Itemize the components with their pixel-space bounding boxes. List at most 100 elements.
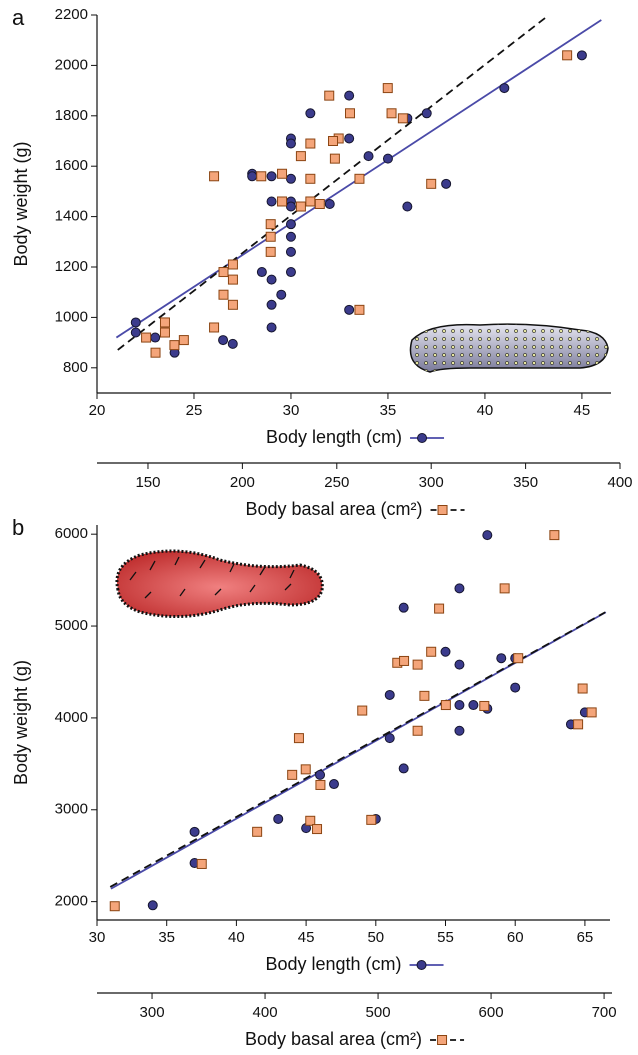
square-marker bbox=[287, 769, 298, 780]
y-tick-label: 1800 bbox=[55, 107, 88, 124]
circle-marker bbox=[344, 304, 355, 315]
square-marker bbox=[227, 259, 238, 270]
square-marker bbox=[178, 335, 189, 346]
square-marker bbox=[549, 530, 560, 541]
circle-marker bbox=[285, 138, 296, 149]
x2-tick-label: 500 bbox=[366, 1004, 391, 1021]
square-marker bbox=[305, 138, 316, 149]
y-tick-label: 6000 bbox=[55, 525, 88, 542]
square-marker bbox=[586, 707, 597, 718]
y-tick-label: 2000 bbox=[55, 893, 88, 910]
y-tick-label: 1000 bbox=[55, 308, 88, 325]
square-marker bbox=[293, 733, 304, 744]
square-marker bbox=[399, 655, 410, 666]
x-tick-label: 35 bbox=[158, 929, 175, 946]
x-tick-label: 50 bbox=[367, 929, 384, 946]
square-marker bbox=[109, 901, 120, 912]
square-marker bbox=[227, 299, 238, 310]
circle-marker bbox=[266, 322, 277, 333]
circle-marker bbox=[227, 338, 238, 349]
circle-marker bbox=[510, 682, 521, 693]
square-marker bbox=[366, 814, 377, 825]
x-tick-label: 55 bbox=[437, 929, 454, 946]
circle-marker bbox=[285, 173, 296, 184]
circle-marker bbox=[402, 201, 413, 212]
x-axis-title: Body basal area (cm²) bbox=[245, 1029, 422, 1049]
x-tick-label: 35 bbox=[380, 402, 397, 419]
x-axis-title: Body length (cm) bbox=[265, 954, 401, 974]
circle-marker bbox=[421, 108, 432, 119]
circle-marker bbox=[130, 317, 141, 328]
square-marker bbox=[141, 332, 152, 343]
circle-marker bbox=[398, 602, 409, 613]
circle-marker bbox=[398, 763, 409, 774]
square-marker bbox=[329, 153, 340, 164]
square-marker bbox=[434, 603, 445, 614]
circle-marker bbox=[266, 274, 277, 285]
square-marker bbox=[354, 173, 365, 184]
square-marker bbox=[440, 700, 451, 711]
circle-marker bbox=[440, 646, 451, 657]
y-tick-label: 800 bbox=[63, 359, 88, 376]
circle-marker bbox=[454, 583, 465, 594]
circle-marker bbox=[454, 725, 465, 736]
circle-marker bbox=[285, 267, 296, 278]
x2-tick-label: 400 bbox=[253, 1004, 278, 1021]
panel-label: b bbox=[12, 515, 24, 540]
circle-marker bbox=[344, 133, 355, 144]
circle-marker bbox=[266, 171, 277, 182]
circle-marker bbox=[285, 201, 296, 212]
square-marker bbox=[295, 151, 306, 162]
y-tick-label: 1600 bbox=[55, 157, 88, 174]
circle-marker bbox=[324, 199, 335, 209]
y-tick-label: 2200 bbox=[55, 6, 88, 23]
circle-marker bbox=[496, 653, 507, 664]
square-marker bbox=[479, 700, 490, 711]
x-axis-title: Body length (cm) bbox=[266, 427, 402, 447]
x-axis-title: Body basal area (cm²) bbox=[245, 499, 422, 519]
x2-tick-label: 250 bbox=[324, 474, 349, 491]
x-tick-label: 40 bbox=[477, 402, 494, 419]
square-marker bbox=[300, 764, 311, 775]
x2-tick-label: 300 bbox=[140, 1004, 165, 1021]
sea-cucumber-illustration-a bbox=[409, 323, 609, 373]
square-marker bbox=[577, 683, 588, 694]
square-marker bbox=[252, 826, 263, 837]
square-marker bbox=[328, 136, 339, 146]
circle-marker bbox=[382, 153, 393, 164]
x2-tick-label: 300 bbox=[419, 474, 444, 491]
square-marker bbox=[513, 653, 524, 664]
circle-marker bbox=[441, 178, 452, 189]
circle-marker bbox=[150, 332, 161, 343]
x2-tick-label: 150 bbox=[135, 474, 160, 491]
square-marker bbox=[150, 347, 161, 358]
square-marker bbox=[227, 274, 238, 285]
y-axis-title: Body weight (g) bbox=[11, 141, 31, 266]
square-marker bbox=[412, 659, 423, 670]
y-tick-label: 4000 bbox=[55, 709, 88, 726]
circle-marker bbox=[247, 171, 258, 182]
square-marker bbox=[354, 304, 365, 315]
x-tick-label: 30 bbox=[89, 929, 106, 946]
square-marker bbox=[218, 267, 229, 278]
square-marker bbox=[573, 719, 584, 730]
circle-marker bbox=[454, 700, 465, 711]
legend-marker bbox=[417, 433, 428, 443]
square-marker bbox=[426, 646, 437, 657]
square-marker bbox=[305, 173, 316, 184]
circle-marker bbox=[454, 659, 465, 670]
square-marker bbox=[412, 725, 423, 736]
x-tick-label: 20 bbox=[89, 402, 106, 419]
square-marker bbox=[209, 171, 220, 182]
circle-marker bbox=[285, 219, 296, 230]
x2-tick-label: 200 bbox=[230, 474, 255, 491]
square-marker bbox=[265, 231, 276, 242]
circle-marker bbox=[130, 327, 141, 338]
x2-tick-label: 350 bbox=[513, 474, 538, 491]
legend-marker bbox=[437, 505, 448, 515]
square-marker bbox=[382, 83, 393, 94]
legend-marker bbox=[416, 960, 427, 970]
circle-marker bbox=[218, 335, 229, 346]
square-marker bbox=[305, 196, 316, 207]
